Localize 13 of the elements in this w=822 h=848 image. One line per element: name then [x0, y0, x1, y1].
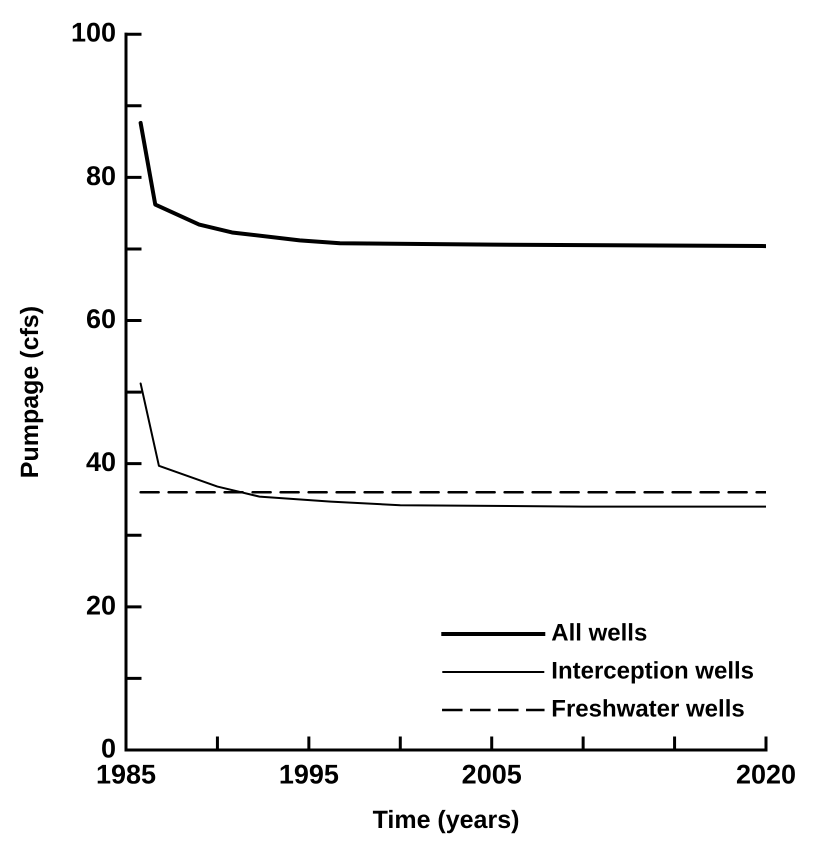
y-tick-label: 60 [86, 304, 116, 334]
x-tick-label: 2005 [462, 760, 522, 790]
y-tick-label: 80 [86, 160, 116, 191]
legend-label: All wells [551, 620, 648, 647]
x-tick-label: 1995 [278, 760, 339, 790]
legend-label: Freshwater wells [551, 696, 745, 723]
x-axis-title: Time (years) [372, 806, 520, 834]
y-tick-label: 100 [70, 18, 116, 48]
x-tick-label: 2020 [736, 760, 796, 790]
y-axis-title: Pumpage (cfs) [16, 306, 44, 478]
y-tick-label: 20 [86, 590, 116, 620]
y-tick-label: 40 [86, 447, 116, 478]
legend-label: Interception wells [551, 658, 754, 685]
